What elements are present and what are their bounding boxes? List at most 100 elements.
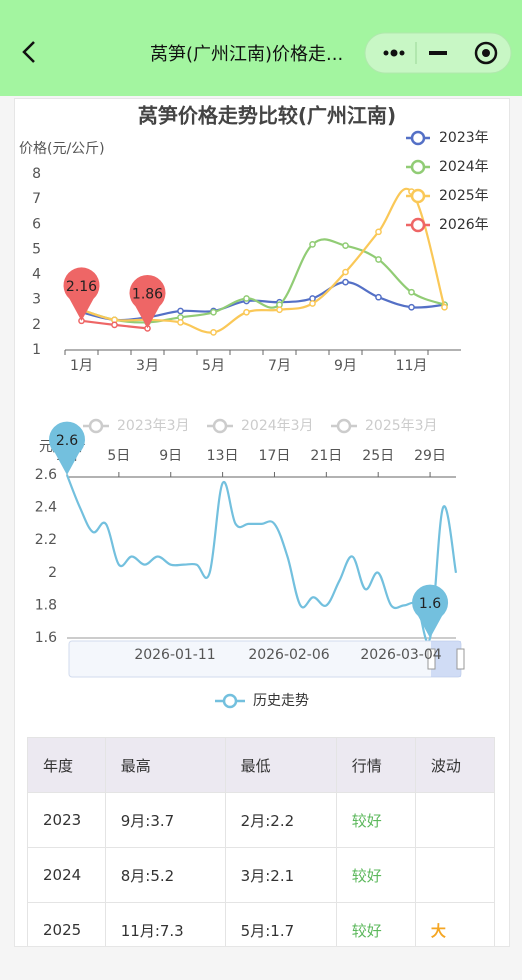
cell-text: 5月:1.7 [240,921,295,940]
legend-dot [410,217,426,233]
legend-label[interactable]: 2025年3月 [365,418,438,434]
table-cell: 5月:1.7 [224,902,337,946]
y-tick-label: 1.6 [35,630,57,646]
column-header: 最低 [224,737,337,793]
y-tick-label: 2 [48,565,57,581]
x-tick-label: 21日 [310,448,342,464]
x-tick-label: 3月 [136,358,159,374]
table-cell: 8月:5.2 [104,847,226,903]
nav-icons [22,32,512,74]
legend-dot [212,418,228,434]
dot [383,50,389,56]
table-cell: 3月:2.1 [224,847,337,903]
y-tick-label: 4 [32,267,41,283]
cell-text: 2025 [43,921,82,939]
minimize-button[interactable] [429,51,447,55]
point [111,321,118,329]
dot[interactable] [399,50,405,56]
legend-dot [410,159,426,175]
point [342,278,349,286]
table-cell: 2025 [27,902,106,946]
point [243,295,250,302]
legend-dot [410,188,426,204]
cell-text: 较好 [351,811,382,830]
point [375,228,382,236]
summary-table: 年度 最高 最低 行情 波动 2023 9月:3.7 2月:2.2 较好 2024 8月:5.2 3月… [27,737,496,946]
x-tick-label: 25日 [362,448,394,464]
content-card: 莴笋价格走势比较(广州江南) 价格(元/公斤) 1 2 3 4 5 6 7 8 1月 3月 5月 7月 9月… [14,98,510,947]
point [408,288,415,296]
table-cell [414,792,496,848]
close-dot [482,49,490,57]
point [408,303,415,311]
legend-label: 历史走势 [253,693,309,709]
chart-title: 莴笋价格走势比较(广州江南) [138,104,396,128]
cell-text: 3月:2.1 [240,866,295,885]
y-tick-label: 2.6 [35,467,57,483]
x-tick-label: 9月 [334,358,357,374]
point [441,303,448,311]
legend-dot [336,418,352,434]
point [309,241,316,248]
y-tick-label: 3 [32,292,41,308]
y-tick-label: 2.2 [35,532,57,548]
close-button[interactable] [474,41,498,65]
pin-label: 2.6 [56,433,78,449]
y-tick-label: 1 [32,342,41,358]
point [375,293,382,301]
zoom-label: 2026-01-11 [134,647,215,663]
zoom-handle[interactable] [456,648,465,670]
point [342,242,349,250]
y-axis-label: 价格(元/公斤) [19,141,105,157]
legend-dot [410,130,426,146]
series-line [65,474,458,643]
column-header: 最高 [104,737,226,793]
x-tick-label: 17日 [259,448,291,464]
table-row: 2025 11月:7.3 5月:1.7 较好 大 [27,902,496,946]
table-cell [414,847,496,903]
table-cell: 大 [414,902,496,946]
cell-text: 2月:2.2 [240,811,295,830]
zoom-handle[interactable] [427,648,436,670]
table-row: 2023 9月:3.7 2月:2.2 较好 [27,792,496,848]
x-tick-label: 1月 [70,358,93,374]
mark-pin [129,274,166,329]
y-tick-label: 6 [32,216,41,232]
y-tick-label: 7 [32,191,41,207]
y-tick-label: 2.4 [35,500,57,516]
point [243,308,250,316]
table-cell: 9月:3.7 [104,792,226,848]
charts: 莴笋价格走势比较(广州江南) 价格(元/公斤) 1 2 3 4 5 6 7 8 1月 3月 5月 7月 9月… [19,104,489,710]
point [210,329,217,336]
series-line [81,187,446,334]
legend-label: 2025年 [439,188,489,204]
x-tick-label: 11月 [396,358,428,374]
table-cell: 较好 [335,847,416,903]
x-tick-label: 7月 [268,358,291,374]
point [309,300,316,307]
legend-label[interactable]: 2023年3月 [117,418,190,434]
legend-label: 2023年 [439,130,489,146]
table-cell: 较好 [335,902,416,946]
point [375,256,382,263]
cell-text: 11月:7.3 [120,921,184,940]
y-tick-label: 8 [32,166,41,182]
column-header: 行情 [335,737,416,793]
x-tick-label: 5月 [202,358,225,374]
dot [390,49,398,57]
legend-label[interactable]: 2024年3月 [241,418,314,434]
table-cell: 2月:2.2 [224,792,337,848]
cell-text: 大 [430,921,446,940]
table-row: 2024 8月:5.2 3月:2.1 较好 [27,847,496,903]
zoom-window[interactable] [431,641,461,677]
column-header: 年度 [27,737,106,793]
point [276,306,283,314]
table-cell: 2024 [27,847,106,903]
back-button[interactable] [22,41,35,63]
cell-text: 9月:3.7 [120,811,175,830]
zoom-label: 2026-03-04 [360,647,441,663]
legend-label: 2026年 [439,217,489,233]
pin-label: 1.6 [419,596,441,612]
x-tick-label: 5日 [107,448,130,464]
